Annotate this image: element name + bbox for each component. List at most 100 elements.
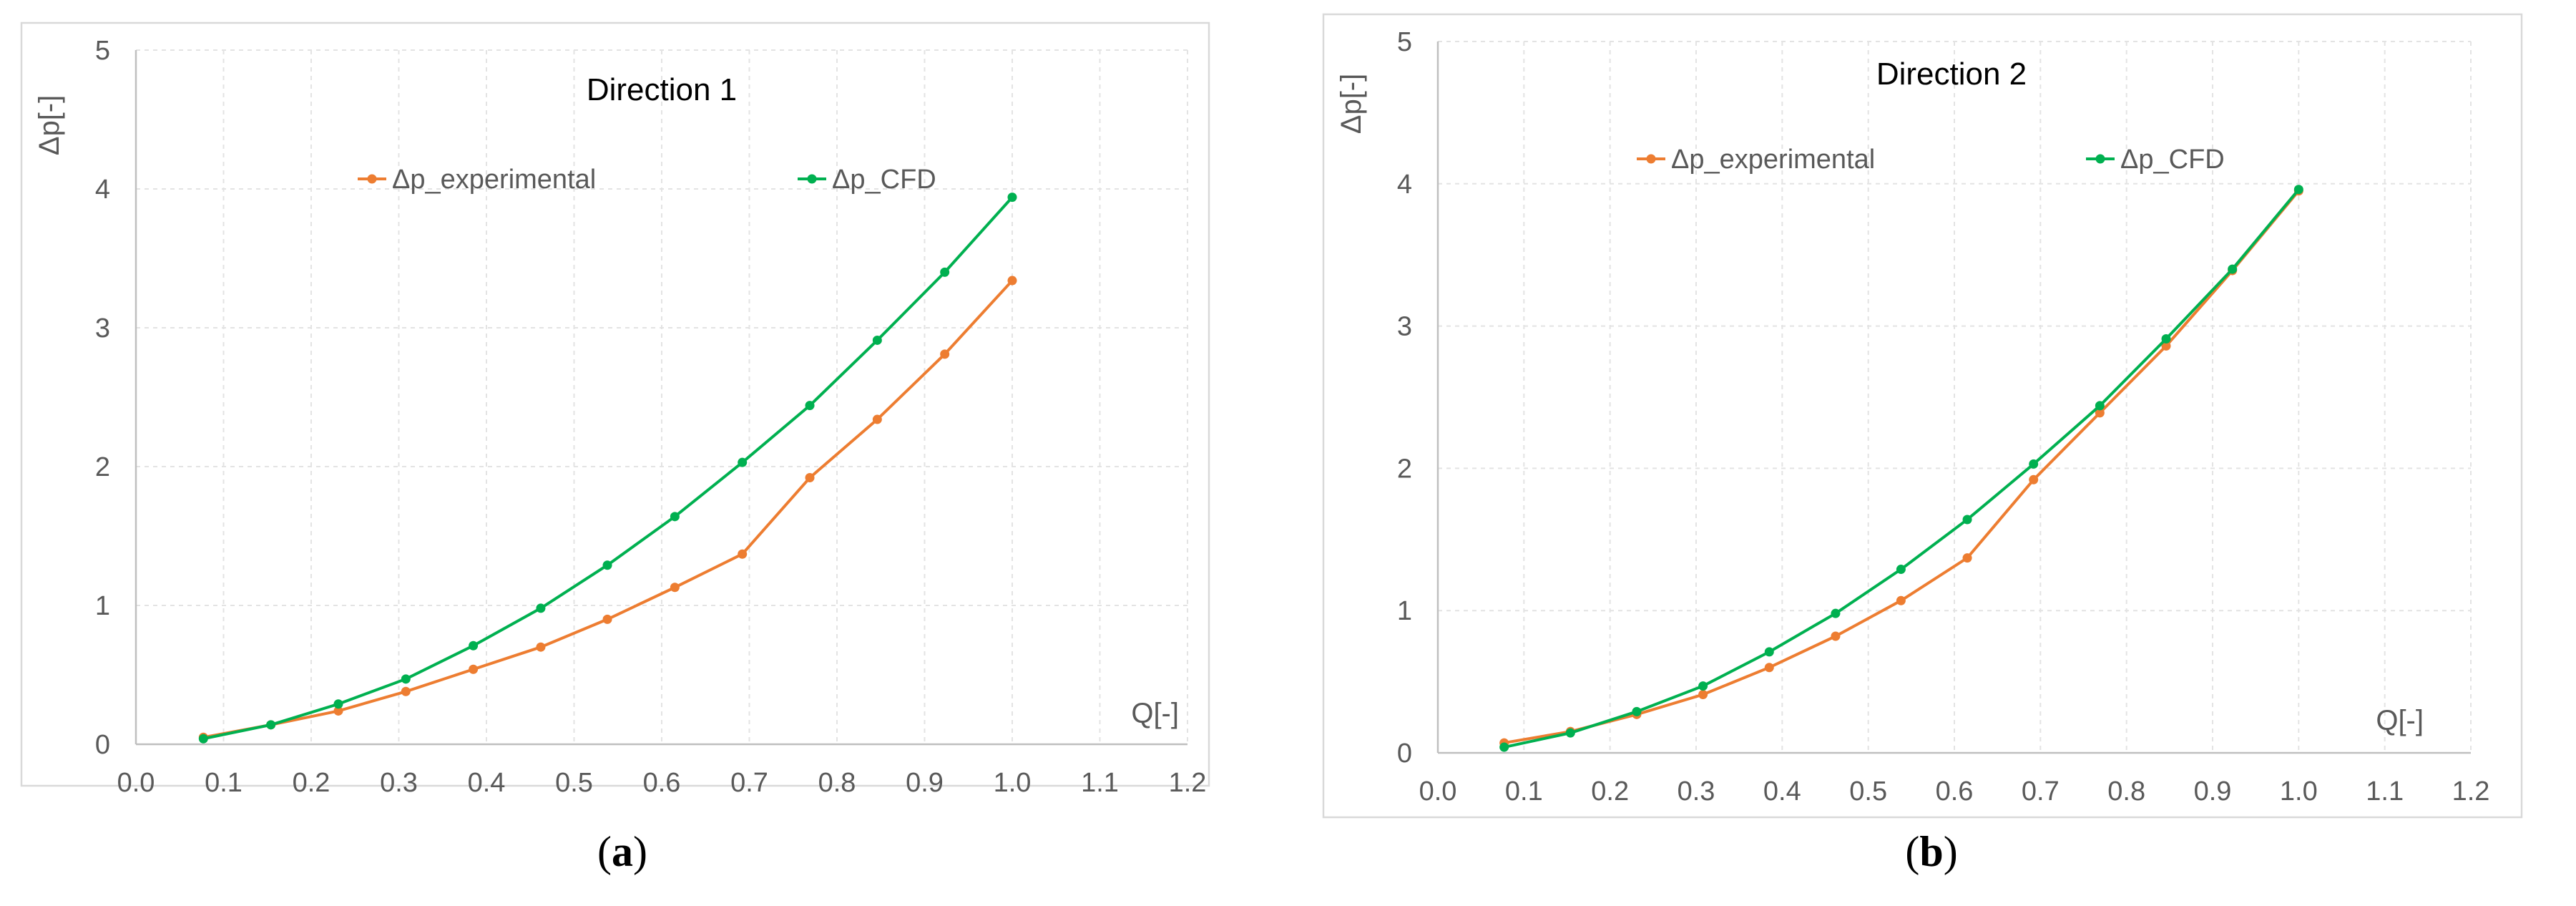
legend-marker-pexperimental-a bbox=[367, 174, 377, 184]
chart-frame-a bbox=[20, 21, 1210, 787]
data-point-pcfd-b bbox=[1896, 565, 1906, 575]
x-tick-label-b: 0.1 bbox=[1505, 776, 1543, 807]
x-tick-label-a: 0.4 bbox=[468, 768, 506, 798]
legend-marker-pexperimental-b bbox=[1646, 154, 1656, 164]
legend-label-pexperimental-a: Δp_experimental bbox=[392, 165, 596, 195]
data-point-pexperimental-a bbox=[805, 473, 815, 483]
data-point-pcfd-b bbox=[1831, 608, 1841, 618]
y-tick-label-b: 5 bbox=[1397, 27, 1412, 57]
x-tick-label-a: 0.7 bbox=[730, 768, 768, 798]
data-point-pcfd-a bbox=[469, 640, 479, 651]
x-tick-label-b: 0.5 bbox=[1849, 776, 1887, 807]
caption-open-paren: ( bbox=[597, 828, 612, 875]
data-point-pcfd-b bbox=[1499, 742, 1509, 752]
data-point-pcfd-b bbox=[1698, 681, 1708, 691]
data-point-pcfd-b bbox=[2228, 264, 2238, 274]
data-point-pcfd-b bbox=[2095, 401, 2105, 411]
chart-panel-a: 0.0 0.1 0.2 0.3 0.4 0.5 0.6 0.7 0.8 0.9 1.0 1.1 1.2 0… bbox=[0, 0, 1259, 906]
legend-label-pexperimental-b: Δp_experimental bbox=[1671, 145, 1875, 175]
data-point-pcfd-a bbox=[333, 699, 343, 709]
x-tick-label-b: 0.6 bbox=[1936, 776, 1974, 807]
x-tick-label-a: 0.2 bbox=[293, 768, 330, 798]
data-point-pcfd-b bbox=[2029, 459, 2039, 469]
data-point-pexperimental-a bbox=[536, 642, 546, 652]
chart-svg-a: 0.0 0.1 0.2 0.3 0.4 0.5 0.6 0.7 0.8 0.9 1.0 1.1 1.2 0… bbox=[20, 21, 1210, 875]
legend-marker-pcfd-b bbox=[2095, 154, 2105, 164]
data-point-pcfd-a bbox=[738, 457, 748, 467]
x-tick-label-b: 0.8 bbox=[2107, 776, 2145, 807]
data-point-pexperimental-a bbox=[469, 664, 479, 674]
y-tick-label-a: 0 bbox=[95, 730, 110, 760]
data-point-pexperimental-a bbox=[872, 414, 882, 424]
y-tick-label-a: 2 bbox=[95, 452, 110, 482]
caption-open-paren: ( bbox=[1905, 828, 1919, 875]
data-point-pcfd-b bbox=[1632, 706, 1642, 716]
x-axis-label-a: Q[-] bbox=[1131, 698, 1179, 729]
x-tick-label-a: 0.8 bbox=[818, 768, 856, 798]
y-tick-label-a: 4 bbox=[95, 175, 110, 205]
data-point-pcfd-b bbox=[2161, 333, 2171, 344]
x-tick-label-b: 0.0 bbox=[1419, 776, 1457, 807]
caption-close-paren: ) bbox=[633, 828, 647, 875]
data-point-pexperimental-a bbox=[738, 549, 748, 559]
y-axis-label-b: Δp[-] bbox=[1336, 74, 1367, 135]
x-tick-label-b: 0.7 bbox=[2022, 776, 2060, 807]
data-point-pexperimental-b bbox=[1764, 663, 1774, 673]
data-point-pexperimental-b bbox=[2029, 474, 2039, 484]
x-tick-label-a: 0.6 bbox=[643, 768, 681, 798]
x-axis-label-b: Q[-] bbox=[2376, 705, 2424, 736]
x-tick-label-a: 0.0 bbox=[117, 768, 155, 798]
y-axis-label-a: Δp[-] bbox=[34, 95, 65, 156]
data-point-pexperimental-a bbox=[940, 349, 950, 359]
data-point-pexperimental-a bbox=[401, 686, 411, 696]
data-point-pcfd-a bbox=[940, 267, 950, 277]
y-tick-label-b: 0 bbox=[1397, 739, 1412, 769]
x-tick-label-b: 0.2 bbox=[1591, 776, 1629, 807]
legend-label-pcfd-a: Δp_CFD bbox=[832, 165, 936, 195]
caption-letter: b bbox=[1919, 828, 1943, 875]
chart-title-a: Direction 1 bbox=[587, 72, 737, 107]
x-tick-label-b: 0.9 bbox=[2194, 776, 2232, 807]
data-point-pexperimental-b bbox=[1831, 631, 1841, 641]
chart-frame-b bbox=[1322, 13, 2523, 819]
data-point-pcfd-a bbox=[670, 512, 680, 522]
data-point-pcfd-a bbox=[198, 734, 208, 744]
x-tick-label-a: 0.3 bbox=[380, 768, 418, 798]
data-point-pexperimental-a bbox=[602, 614, 612, 624]
x-tick-label-a: 1.0 bbox=[994, 768, 1032, 798]
data-point-pcfd-a bbox=[1007, 193, 1017, 203]
chart-panel-b: 0.0 0.1 0.2 0.3 0.4 0.5 0.6 0.7 0.8 0.9 1.0 1.1 1.2 0… bbox=[1302, 0, 2576, 906]
y-tick-label-a: 1 bbox=[95, 591, 110, 621]
data-point-pexperimental-a bbox=[1007, 276, 1017, 286]
y-tick-label-b: 4 bbox=[1397, 170, 1412, 200]
x-tick-label-b: 1.0 bbox=[2280, 776, 2318, 807]
x-tick-label-b: 0.3 bbox=[1678, 776, 1715, 807]
panel-caption-b: (b) bbox=[1905, 828, 1957, 875]
x-tick-label-b: 1.1 bbox=[2366, 776, 2404, 807]
legend-label-pcfd-b: Δp_CFD bbox=[2120, 145, 2225, 175]
x-tick-label-a: 1.2 bbox=[1169, 768, 1207, 798]
data-point-pcfd-a bbox=[805, 401, 815, 411]
data-point-pcfd-b bbox=[1764, 647, 1774, 657]
data-point-pexperimental-b bbox=[1896, 595, 1906, 605]
data-point-pexperimental-b bbox=[1698, 689, 1708, 699]
data-point-pexperimental-b bbox=[2161, 341, 2171, 351]
legend-marker-pcfd-a bbox=[807, 174, 817, 184]
y-tick-label-b: 3 bbox=[1397, 312, 1412, 342]
x-tick-label-b: 1.2 bbox=[2452, 776, 2490, 807]
x-tick-label-a: 0.9 bbox=[906, 768, 944, 798]
caption-close-paren: ) bbox=[1944, 828, 1958, 875]
data-point-pexperimental-a bbox=[333, 706, 343, 716]
data-point-pcfd-a bbox=[872, 335, 882, 345]
data-point-pcfd-a bbox=[536, 603, 546, 613]
y-tick-label-a: 3 bbox=[95, 313, 110, 344]
data-point-pexperimental-a bbox=[670, 583, 680, 593]
x-tick-label-b: 0.4 bbox=[1763, 776, 1801, 807]
data-point-pexperimental-b bbox=[2095, 408, 2105, 418]
data-point-pcfd-b bbox=[2293, 185, 2303, 195]
data-point-pcfd-a bbox=[401, 674, 411, 684]
y-tick-label-b: 1 bbox=[1397, 596, 1412, 626]
data-point-pcfd-a bbox=[602, 560, 612, 570]
x-tick-label-a: 0.1 bbox=[205, 768, 243, 798]
y-tick-label-a: 5 bbox=[95, 36, 110, 66]
